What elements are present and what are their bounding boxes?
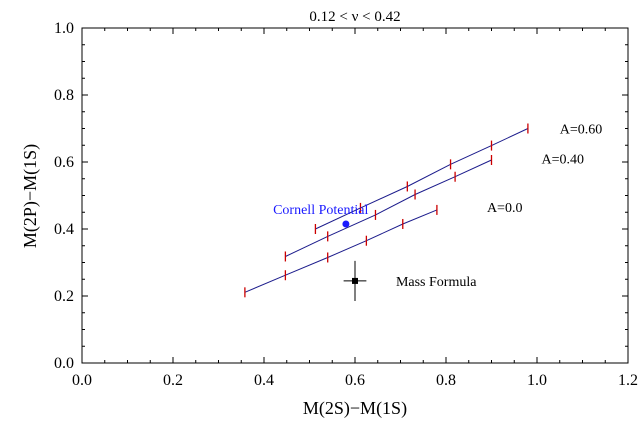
x-tick-label: 0.2	[163, 372, 183, 389]
y-axis-label: M(2P)−M(1S)	[20, 144, 41, 248]
y-tick-label: 0.4	[54, 221, 74, 238]
y-tick-label: 0.0	[54, 355, 74, 372]
annotation-label: A=0.40	[542, 153, 585, 168]
cornell-potential-point	[342, 220, 350, 228]
series-line	[315, 128, 529, 230]
annotation-label: A=0.0	[487, 201, 523, 216]
annotation-label: A=0.60	[560, 123, 603, 138]
series-line	[244, 209, 438, 293]
series-line	[285, 159, 492, 257]
annotation-label: Cornell Potential	[273, 203, 368, 218]
y-tick-label: 0.2	[54, 288, 74, 305]
x-tick-label: 0.8	[436, 372, 456, 389]
x-tick-label: 0.0	[72, 372, 92, 389]
plot-title: 0.12 < ν < 0.42	[309, 9, 400, 25]
y-tick-label: 1.0	[54, 20, 74, 37]
y-tick-label: 0.6	[54, 154, 74, 171]
x-tick-label: 0.4	[254, 372, 274, 389]
x-tick-label: 1.2	[618, 372, 638, 389]
annotation-layer: A=0.60 A=0.40 A=0.0 Cornell Potential Mass F…	[273, 123, 602, 290]
y-tick-label: 0.8	[54, 87, 74, 104]
x-axis-label: M(2S)−M(1S)	[303, 398, 407, 419]
x-tick-label: 0.6	[345, 372, 365, 389]
annotation-label: Mass Formula	[396, 275, 477, 290]
points-layer	[342, 220, 367, 302]
series-layer	[244, 123, 529, 298]
mass-formula-point	[352, 277, 358, 284]
x-tick-label: 1.0	[527, 372, 547, 389]
plot-frame	[81, 27, 629, 364]
axis-ticks: 0.0 0.2 0.4 0.6 0.8 1.0 1.2 0.0 0.2 0.4 0.6 0.8 1.0	[54, 20, 638, 389]
